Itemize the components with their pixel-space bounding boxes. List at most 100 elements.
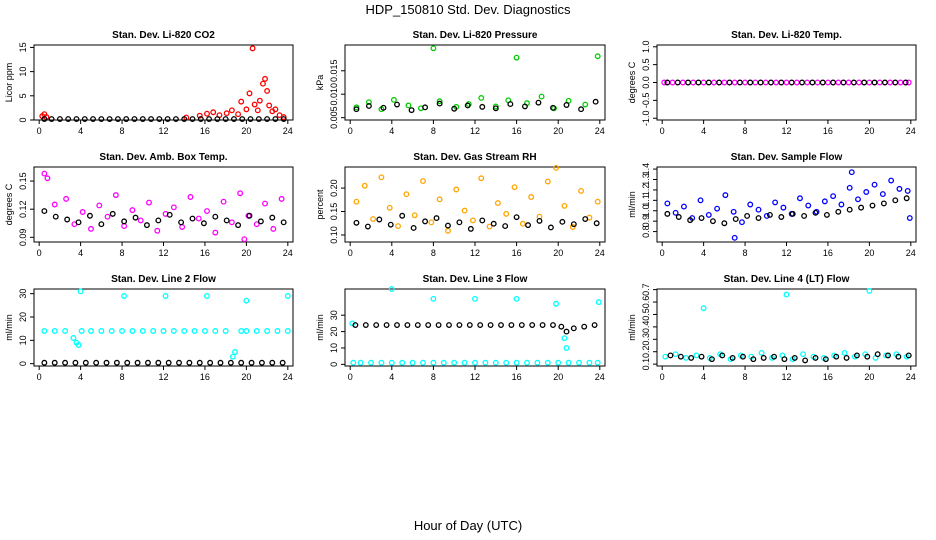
data-point <box>482 359 489 366</box>
data-point <box>766 211 773 218</box>
data-point <box>114 116 121 122</box>
panel-2: Stan. Dev. Li-820 Pressure 0 4 8 12 16 20 24 0.0… <box>315 30 606 136</box>
x-tick-label: 4 <box>78 372 83 382</box>
y-tick-label: 0.9 <box>641 215 651 228</box>
data-point <box>700 305 707 312</box>
data-point <box>695 79 702 86</box>
x-tick-label: 16 <box>823 248 833 258</box>
data-point <box>845 79 852 86</box>
x-tick-label: 12 <box>781 126 791 136</box>
series-overall <box>41 359 286 366</box>
y-axis-label: ml/min <box>315 314 325 341</box>
data-point <box>48 116 55 122</box>
data-point <box>755 215 762 221</box>
data-point <box>664 210 671 217</box>
data-point <box>906 215 913 221</box>
data-point <box>155 359 162 366</box>
data-point <box>90 116 97 122</box>
data-point <box>881 79 888 86</box>
data-point <box>181 116 188 122</box>
data-point <box>260 80 266 87</box>
data-point <box>62 328 69 334</box>
data-point <box>123 116 130 122</box>
series-cycle <box>41 170 285 243</box>
y-tick-label: 1.0 <box>641 41 651 54</box>
data-point <box>513 359 520 366</box>
data-point <box>264 116 271 122</box>
data-point <box>269 214 276 221</box>
data-point <box>586 359 593 366</box>
data-point <box>850 79 857 86</box>
data-point <box>714 205 721 212</box>
data-point <box>64 216 71 223</box>
data-point <box>228 219 235 226</box>
data-point <box>772 199 779 206</box>
x-tick-label: 16 <box>200 372 210 382</box>
data-point <box>214 116 221 122</box>
data-point <box>121 223 128 230</box>
data-point <box>731 79 738 86</box>
x-tick-label: 20 <box>241 248 251 258</box>
series-cycle <box>662 287 910 363</box>
data-point <box>51 359 58 366</box>
data-point <box>563 328 570 335</box>
data-point <box>132 214 139 221</box>
x-tick-label: 0 <box>348 248 353 258</box>
data-point <box>778 214 785 220</box>
data-point <box>436 196 443 203</box>
y-tick-label: 0.10 <box>329 226 339 244</box>
data-point <box>164 116 171 122</box>
data-point <box>364 223 371 230</box>
data-point <box>425 322 432 328</box>
data-point <box>191 328 198 334</box>
y-tick-label: 0.005 <box>329 106 339 129</box>
data-point <box>763 213 770 219</box>
data-point <box>156 116 163 122</box>
data-point <box>830 79 837 86</box>
x-tick-label: 8 <box>431 126 436 136</box>
y-tick-label: 0.09 <box>18 229 28 247</box>
data-point <box>246 212 253 219</box>
data-point <box>553 164 560 171</box>
data-point <box>422 218 429 225</box>
data-point <box>44 175 51 182</box>
data-point <box>871 79 878 86</box>
data-point <box>838 201 845 208</box>
data-point <box>672 351 679 358</box>
x-tick-label: 12 <box>158 248 168 258</box>
data-point <box>63 195 70 202</box>
data-point <box>487 322 494 328</box>
data-point <box>813 208 820 215</box>
data-point <box>131 116 138 122</box>
data-point <box>145 359 151 366</box>
data-point <box>793 79 800 86</box>
y-tick-label: 0.12 <box>18 200 28 218</box>
y-tick-label: 10 <box>18 335 28 345</box>
x-tick-label: 16 <box>823 372 833 382</box>
data-point <box>747 201 754 208</box>
data-point <box>248 359 255 366</box>
data-point <box>744 213 751 219</box>
x-tick-label: 12 <box>781 372 791 382</box>
x-tick-label: 0 <box>37 126 42 136</box>
y-axis-label: percent <box>315 189 325 220</box>
data-point <box>170 204 177 211</box>
x-tick-label: 20 <box>241 372 251 382</box>
data-point <box>52 213 59 220</box>
y-tick-label: 0.015 <box>329 60 339 83</box>
data-point <box>113 359 120 366</box>
panel-title: Stan. Dev. Li-820 Pressure <box>413 30 538 41</box>
data-point <box>536 217 543 224</box>
x-tick-label: 24 <box>906 248 916 258</box>
data-point <box>445 227 451 234</box>
series-cycle <box>353 45 601 113</box>
data-point <box>750 356 757 363</box>
data-point <box>77 288 84 295</box>
y-tick-label: 0.1 <box>641 358 651 371</box>
data-point <box>698 215 705 221</box>
data-point <box>269 359 276 366</box>
x-tick-label: 0 <box>660 372 665 382</box>
data-point <box>902 79 909 86</box>
